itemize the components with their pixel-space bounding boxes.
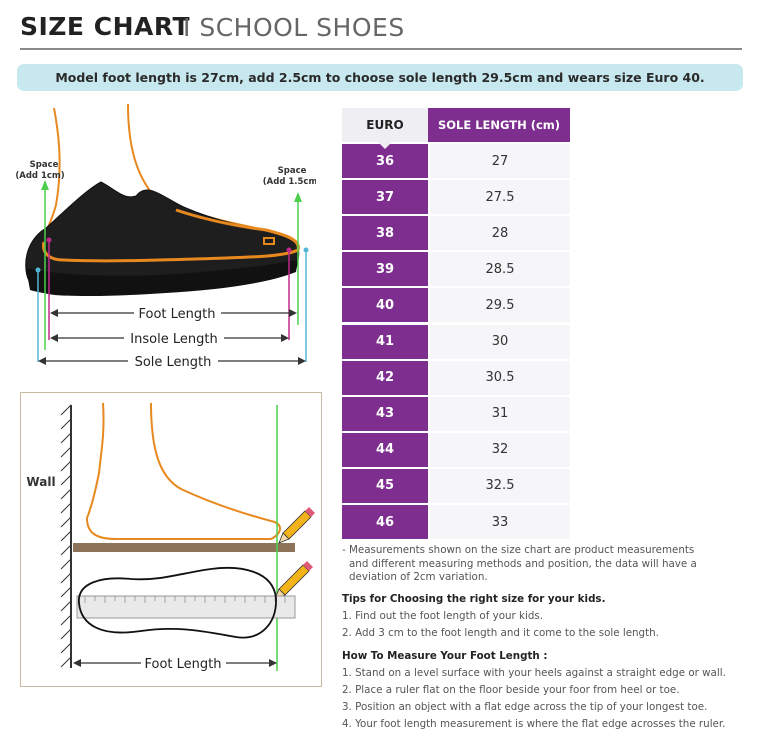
table-row: 44 32 bbox=[342, 432, 570, 467]
euro-cell: 40 bbox=[342, 288, 428, 323]
euro-cell: 39 bbox=[342, 252, 428, 287]
howto-title: How To Measure Your Foot Length : bbox=[342, 649, 548, 662]
green-arrow-right bbox=[294, 192, 302, 202]
header-euro: EURO bbox=[342, 108, 428, 149]
table-row: 36 27 bbox=[342, 144, 570, 179]
header-sole-length: SOLE LENGTH (cm) bbox=[428, 108, 570, 142]
sole-cell: 27 bbox=[430, 144, 570, 179]
green-arrow-left bbox=[41, 180, 49, 190]
shoe-measurement-diagram: Space (Add 1cm) Space (Add 1.5cm) Foot L… bbox=[16, 103, 316, 370]
sole-cell: 33 bbox=[430, 505, 570, 540]
sole-cell: 29.5 bbox=[430, 288, 570, 323]
space-right-label-sub: (Add 1.5cm) bbox=[263, 177, 316, 187]
space-left-label-sub: (Add 1cm) bbox=[16, 171, 65, 181]
table-row: 45 32.5 bbox=[342, 468, 570, 503]
euro-cell: 42 bbox=[342, 360, 428, 395]
table-header: EURO SOLE LENGTH (cm) bbox=[342, 108, 570, 149]
euro-cell: 37 bbox=[342, 180, 428, 215]
euro-cell: 43 bbox=[342, 396, 428, 431]
space-left-label: Space bbox=[30, 160, 59, 170]
sole-cell: 31 bbox=[430, 396, 570, 431]
insole-length-label: Insole Length bbox=[130, 332, 217, 347]
sole-cell: 30.5 bbox=[430, 360, 570, 395]
pencil-icon-top bbox=[278, 507, 315, 544]
euro-cell: 38 bbox=[342, 216, 428, 251]
list-item: 3. Position an object with a flat edge a… bbox=[342, 700, 708, 713]
wall-label: Wall bbox=[26, 475, 55, 489]
sole-cell: 27.5 bbox=[430, 180, 570, 215]
foot-measure-diagram: Wall bbox=[20, 392, 322, 687]
list-item: 4. Your foot length measurement is where… bbox=[342, 717, 726, 730]
sole-cell: 32 bbox=[430, 432, 570, 467]
euro-cell: 36 bbox=[342, 144, 428, 179]
tips-title: Tips for Choosing the right size for you… bbox=[342, 592, 606, 605]
sole-cell: 28 bbox=[430, 216, 570, 251]
list-item: 1. Stand on a level surface with your he… bbox=[342, 666, 726, 679]
measurement-note: - Measurements shown on the size chart a… bbox=[342, 544, 695, 556]
measurement-note: deviation of 2cm variation. bbox=[349, 571, 488, 583]
table-row: 43 31 bbox=[342, 396, 570, 431]
page-subtitle: I SCHOOL SHOES bbox=[183, 13, 405, 42]
foot-outline bbox=[42, 208, 300, 263]
toe-marker bbox=[263, 237, 275, 245]
sole-cell: 28.5 bbox=[430, 252, 570, 287]
ruler bbox=[76, 595, 296, 619]
size-table: EURO SOLE LENGTH (cm) 36 27 37 27.5 38 28 3… bbox=[342, 108, 570, 540]
table-row: 39 28.5 bbox=[342, 252, 570, 287]
euro-cell: 46 bbox=[342, 505, 428, 540]
table-row: 46 33 bbox=[342, 505, 570, 540]
page-title: SIZE CHART bbox=[20, 12, 191, 41]
list-item: 2. Place a ruler flat on the floor besid… bbox=[342, 683, 680, 696]
page-header: SIZE CHART I SCHOOL SHOES bbox=[20, 12, 742, 50]
shoe-sole bbox=[26, 260, 298, 297]
euro-cell: 41 bbox=[342, 324, 428, 359]
pencil-icon-bottom bbox=[274, 561, 313, 600]
sole-length-label: Sole Length bbox=[135, 355, 212, 370]
list-item: 1. Find out the foot length of your kids… bbox=[342, 609, 544, 622]
foot-side-outline bbox=[85, 402, 281, 540]
foot-length-label-bottom: Foot Length bbox=[145, 657, 222, 672]
table-row: 38 28 bbox=[342, 216, 570, 251]
list-item: 2. Add 3 cm to the foot length and it co… bbox=[342, 626, 659, 639]
table-row: 37 27.5 bbox=[342, 180, 570, 215]
notes-section: - Measurements shown on the size chart a… bbox=[342, 544, 747, 733]
sole-cell: 32.5 bbox=[430, 468, 570, 503]
table-row: 40 29.5 bbox=[342, 288, 570, 323]
floor bbox=[73, 543, 295, 552]
sole-cell: 30 bbox=[430, 324, 570, 359]
foot-length-label: Foot Length bbox=[139, 307, 216, 322]
table-row: 42 30.5 bbox=[342, 360, 570, 395]
foot-top-outline bbox=[78, 566, 277, 639]
model-info-banner: Model foot length is 27cm, add 2.5cm to … bbox=[17, 64, 743, 91]
space-right-label: Space bbox=[278, 166, 307, 176]
euro-cell: 45 bbox=[342, 468, 428, 503]
euro-cell: 44 bbox=[342, 432, 428, 467]
table-row: 41 30 bbox=[342, 324, 570, 359]
measurement-note: and different measuring methods and posi… bbox=[349, 557, 697, 570]
